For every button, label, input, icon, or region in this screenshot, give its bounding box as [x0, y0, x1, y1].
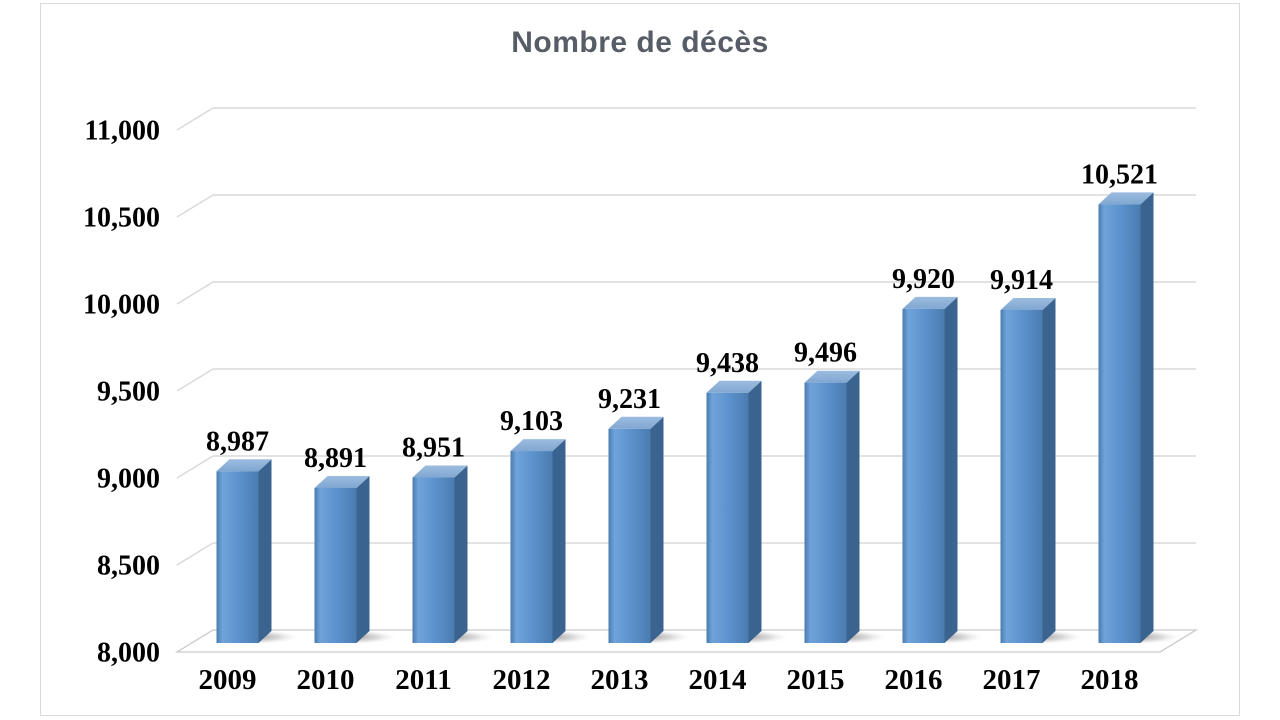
- bar-front-face: [314, 487, 357, 643]
- bar-front-face: [1000, 309, 1043, 643]
- bar-group-2009: 8,987 2009: [199, 426, 272, 696]
- bar-group-2015: 9,496 2015: [787, 338, 860, 696]
- gridline-stub-10500: [176, 194, 214, 218]
- bar-top-face: [706, 380, 762, 393]
- bar-group-2012: 9,103 2012: [493, 406, 566, 696]
- gridline-stub-9500: [176, 368, 214, 392]
- chart-title: Nombre de décès: [511, 26, 769, 59]
- y-axis-tick-label: 9,500: [97, 377, 160, 408]
- bar-side-face: [454, 465, 468, 643]
- bar-group-2017: 9,914 2017: [983, 265, 1056, 696]
- x-axis-category-label: 2010: [297, 664, 355, 696]
- bar-group-2013: 9,231 2013: [591, 384, 664, 696]
- bar-front-face: [804, 382, 847, 643]
- bar-top-face: [608, 416, 664, 429]
- x-axis-category-label: 2015: [787, 664, 845, 696]
- bar-side-face: [356, 475, 370, 643]
- bar-front-face: [1098, 204, 1141, 643]
- bar-value-label: 8,891: [304, 443, 367, 474]
- bar-top-face: [412, 465, 468, 478]
- x-axis-category-label: 2018: [1081, 664, 1139, 696]
- bar-value-label: 8,951: [402, 433, 465, 464]
- bar-top-face: [510, 439, 566, 452]
- bar-top-face: [1098, 192, 1154, 205]
- bar-side-face: [944, 296, 958, 643]
- bar-top-face: [1000, 297, 1056, 310]
- y-axis-tick-label: 10,500: [83, 203, 160, 234]
- gridline-stub-10000: [176, 281, 214, 305]
- bar-top-face: [216, 459, 272, 472]
- bar-side-face: [846, 370, 860, 643]
- bar-group-2011: 8,951 2011: [395, 433, 468, 696]
- bar-group-2018: 10,521 2018: [1081, 159, 1159, 696]
- bar-front-face: [412, 477, 455, 643]
- bar-front-face: [608, 428, 651, 643]
- bar-value-label: 8,987: [206, 426, 269, 457]
- bar-value-label: 9,496: [794, 338, 857, 369]
- bar-side-face: [1042, 297, 1056, 643]
- bar-top-face: [804, 370, 860, 383]
- bar-group-2014: 9,438 2014: [689, 348, 762, 696]
- x-axis-category-label: 2016: [885, 664, 943, 696]
- bar-top-face: [314, 475, 370, 488]
- bar-side-face: [552, 439, 566, 643]
- y-axis-tick-label: 8,500: [97, 551, 160, 582]
- bar-side-face: [650, 416, 664, 643]
- y-axis-tick-label: 9,000: [97, 464, 160, 495]
- x-axis-category-label: 2012: [493, 664, 551, 696]
- gridline-stub-11000: [176, 107, 214, 131]
- bar-front-face: [216, 471, 259, 643]
- x-axis-category-label: 2011: [395, 664, 451, 696]
- bar-value-label: 9,920: [892, 264, 955, 295]
- gridline-stub-9000: [176, 455, 214, 479]
- bar-top-face: [902, 296, 958, 309]
- bar-front-face: [902, 308, 945, 643]
- bar-front-face: [510, 451, 553, 643]
- bar-value-label: 10,521: [1081, 159, 1158, 190]
- bar-side-face: [258, 459, 272, 643]
- x-axis-category-label: 2017: [983, 664, 1041, 696]
- gridline-stub-8500: [176, 542, 214, 566]
- bar-value-label: 9,914: [990, 265, 1053, 296]
- bar-side-face: [748, 380, 762, 643]
- x-axis-category-label: 2014: [689, 664, 747, 696]
- bar-group-2016: 9,920 2016: [885, 264, 958, 696]
- bar-value-label: 9,438: [696, 348, 759, 379]
- y-axis-tick-label: 10,000: [83, 290, 160, 321]
- y-axis-tick-label: 11,000: [85, 116, 160, 147]
- bar-value-label: 9,231: [598, 384, 661, 415]
- x-axis-category-label: 2013: [591, 664, 649, 696]
- bar-side-face: [1140, 192, 1154, 643]
- x-axis-category-label: 2009: [199, 664, 257, 696]
- bar-front-face: [706, 392, 749, 643]
- bar-group-2010: 8,891 2010: [297, 443, 370, 696]
- y-axis-tick-label: 8,000: [97, 638, 160, 669]
- bar-value-label: 9,103: [500, 406, 563, 437]
